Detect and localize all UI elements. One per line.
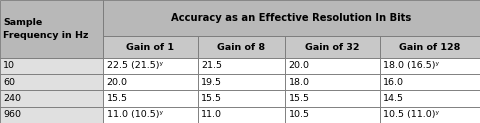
Bar bbox=[285, 58, 380, 74]
Text: 15.5: 15.5 bbox=[201, 94, 222, 103]
Bar bbox=[380, 58, 480, 74]
Bar bbox=[285, 36, 380, 58]
Text: Gain of 32: Gain of 32 bbox=[305, 43, 360, 52]
Bar bbox=[285, 90, 380, 107]
Text: 10: 10 bbox=[3, 62, 15, 70]
Text: 10.5 (11.0)ʸ: 10.5 (11.0)ʸ bbox=[383, 110, 439, 119]
Text: 18.0 (16.5)ʸ: 18.0 (16.5)ʸ bbox=[383, 62, 439, 70]
Text: 20.0: 20.0 bbox=[288, 62, 310, 70]
Text: 21.5: 21.5 bbox=[201, 62, 222, 70]
Text: 16.0: 16.0 bbox=[383, 78, 404, 87]
Bar bbox=[198, 74, 285, 90]
Bar bbox=[103, 58, 198, 74]
Bar bbox=[103, 0, 480, 36]
Bar bbox=[380, 74, 480, 90]
Text: 15.5: 15.5 bbox=[107, 94, 128, 103]
Text: 11.0: 11.0 bbox=[201, 110, 222, 119]
Text: Gain of 128: Gain of 128 bbox=[399, 43, 460, 52]
Text: 240: 240 bbox=[3, 94, 21, 103]
Bar bbox=[198, 107, 285, 123]
Bar bbox=[103, 107, 198, 123]
Text: 60: 60 bbox=[3, 78, 15, 87]
Bar bbox=[103, 74, 198, 90]
Bar bbox=[0, 90, 103, 107]
Text: 960: 960 bbox=[3, 110, 21, 119]
Bar bbox=[198, 36, 285, 58]
Bar bbox=[380, 36, 480, 58]
Bar bbox=[0, 58, 103, 74]
Text: 15.5: 15.5 bbox=[288, 94, 310, 103]
Text: Accuracy as an Effective Resolution In Bits: Accuracy as an Effective Resolution In B… bbox=[171, 13, 412, 23]
Text: 10.5: 10.5 bbox=[288, 110, 310, 119]
Bar bbox=[0, 107, 103, 123]
Bar bbox=[198, 58, 285, 74]
Bar bbox=[380, 107, 480, 123]
Bar bbox=[0, 74, 103, 90]
Bar bbox=[198, 90, 285, 107]
Bar bbox=[0, 0, 103, 58]
Text: Gain of 1: Gain of 1 bbox=[126, 43, 175, 52]
Bar bbox=[380, 90, 480, 107]
Text: 22.5 (21.5)ʸ: 22.5 (21.5)ʸ bbox=[107, 62, 163, 70]
Bar bbox=[103, 90, 198, 107]
Text: 20.0: 20.0 bbox=[107, 78, 128, 87]
Text: 11.0 (10.5)ʸ: 11.0 (10.5)ʸ bbox=[107, 110, 163, 119]
Bar bbox=[285, 74, 380, 90]
Bar bbox=[285, 107, 380, 123]
Text: 18.0: 18.0 bbox=[288, 78, 310, 87]
Text: 14.5: 14.5 bbox=[383, 94, 404, 103]
Text: Sample
Frequency in Hz: Sample Frequency in Hz bbox=[3, 18, 89, 40]
Bar bbox=[103, 36, 198, 58]
Text: 19.5: 19.5 bbox=[201, 78, 222, 87]
Text: Gain of 8: Gain of 8 bbox=[217, 43, 265, 52]
